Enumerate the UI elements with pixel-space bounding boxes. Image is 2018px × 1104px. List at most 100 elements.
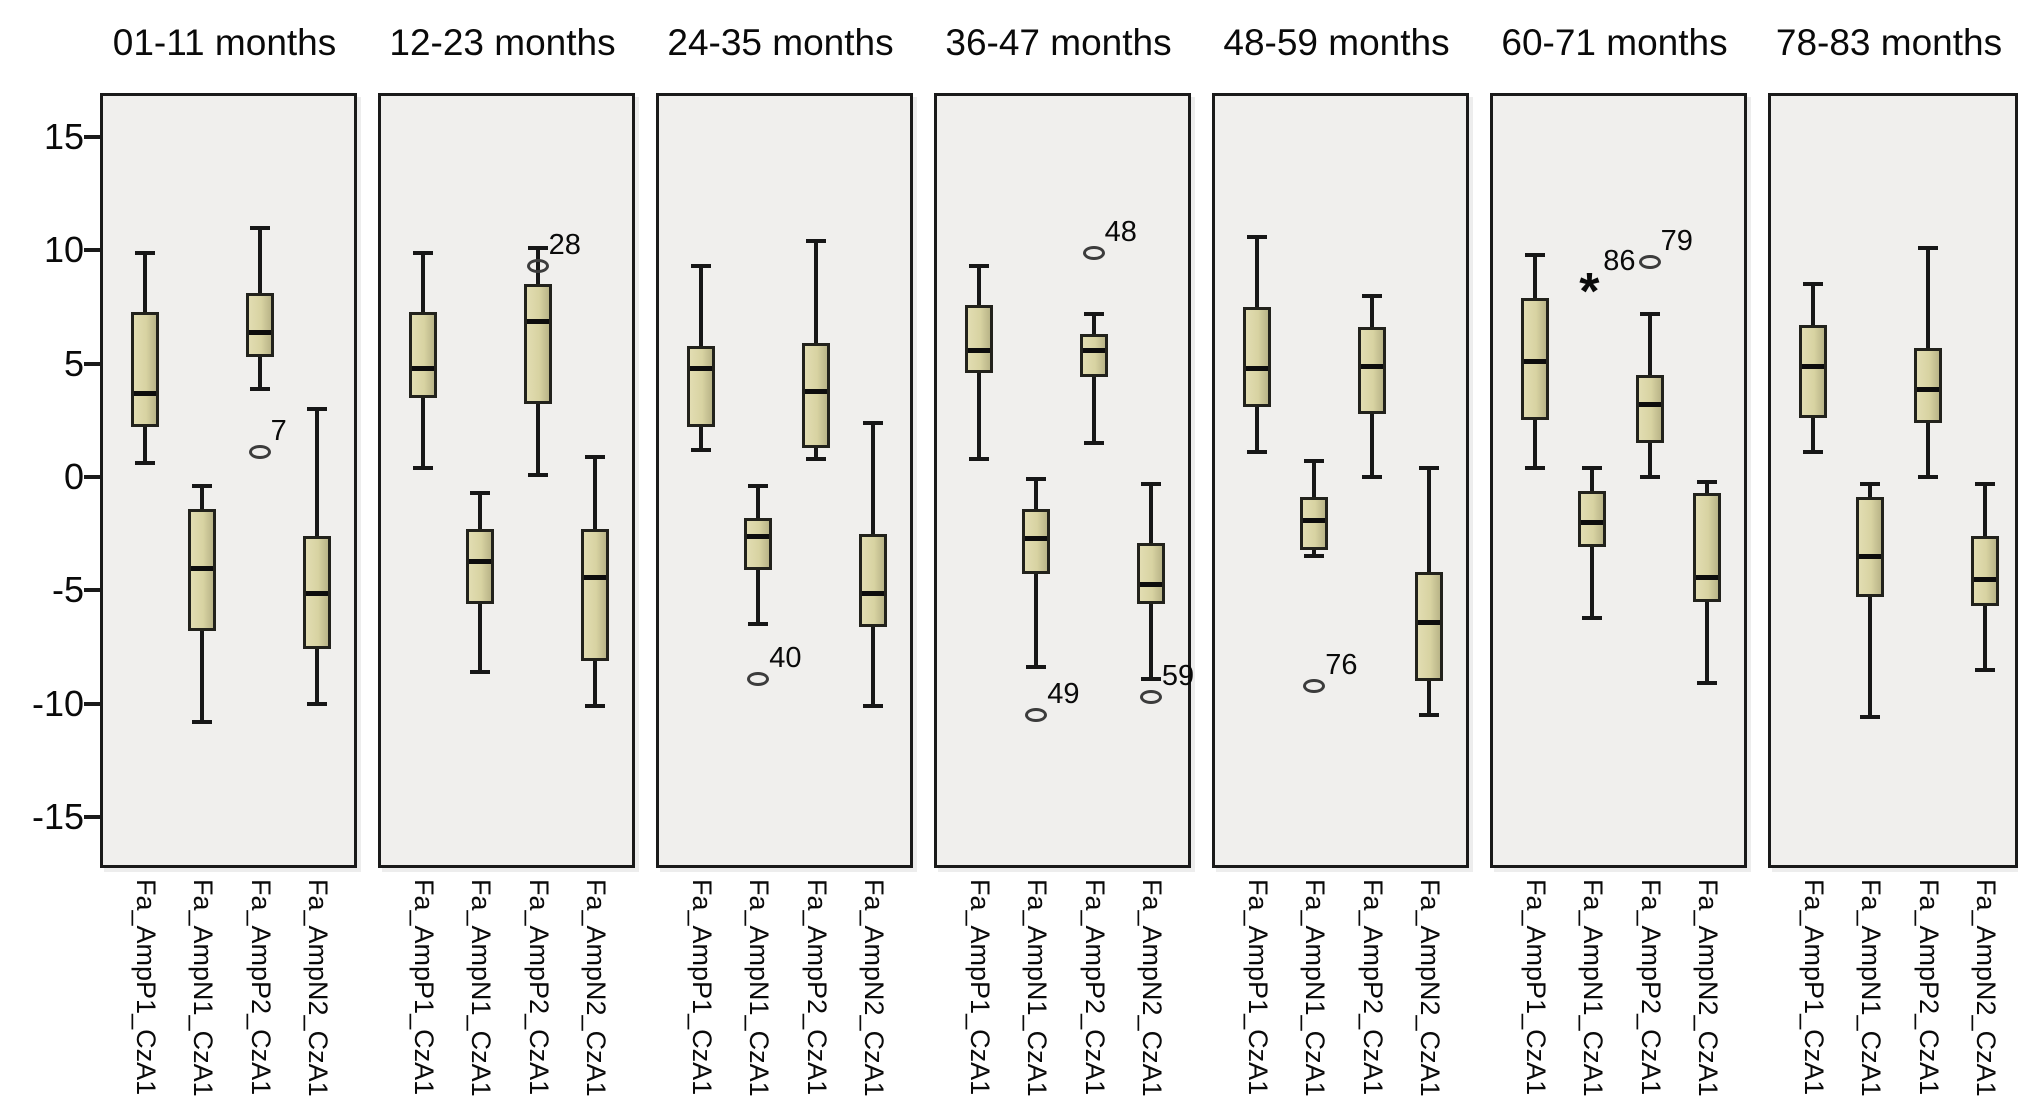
box-body (965, 304, 993, 373)
x-category-label: Fa_AmpN1_CzA1 (744, 879, 775, 1097)
whisker-cap-bottom (1026, 665, 1047, 670)
box-body (131, 311, 159, 428)
whisker-cap-top (1026, 477, 1047, 482)
x-category-label: Fa_AmpP1_CzA1 (409, 879, 439, 1096)
median-line (1638, 402, 1661, 408)
whisker-cap-bottom (1247, 450, 1267, 455)
whisker-cap-bottom (192, 719, 213, 724)
whisker-cap-bottom (1696, 681, 1717, 686)
median-line (1246, 366, 1268, 372)
whisker-cap-top (748, 484, 769, 489)
x-category-label: Fa_AmpN1_CzA1 (1300, 879, 1331, 1097)
median-line (1303, 518, 1326, 524)
box-body (1357, 327, 1386, 414)
outlier-circle (526, 259, 549, 274)
panel-title: 24-35 months (667, 22, 894, 63)
outlier-circle (1025, 708, 1048, 723)
whisker-cap-top (1361, 293, 1382, 298)
y-tick-mark (84, 248, 100, 253)
median-line (1025, 536, 1048, 542)
x-category-label: Fa_AmpP2_CzA1 (1357, 879, 1388, 1096)
x-category-label: Fa_AmpP2_CzA1 (245, 879, 276, 1096)
median-line (804, 388, 827, 394)
outlier-label: 79 (1660, 224, 1693, 257)
x-category-label: Fa_AmpP1_CzA1 (1799, 879, 1829, 1096)
whisker-cap-bottom (1418, 713, 1439, 718)
x-category-label: Fa_AmpP1_CzA1 (965, 879, 995, 1096)
median-line (861, 590, 884, 596)
box-body (466, 529, 495, 604)
median-line (1524, 359, 1546, 365)
x-category-label: Fa_AmpN2_CzA1 (1970, 879, 2001, 1097)
median-line (134, 391, 156, 397)
whisker-cap-bottom (1304, 554, 1325, 559)
plot-panel (1212, 93, 1469, 868)
whisker-cap-top (470, 490, 491, 495)
y-tick-mark (84, 475, 100, 479)
panel-title: 01-11 months (112, 22, 337, 63)
median-line (747, 533, 770, 539)
outlier-circle (1638, 254, 1661, 269)
y-tick-label: 5 (63, 342, 84, 384)
whisker-cap-bottom (135, 461, 155, 466)
box-body (409, 311, 437, 398)
whisker-cap-top (135, 250, 155, 255)
median-line (1916, 386, 1939, 392)
box-body (245, 293, 274, 357)
whisker-cap-top (691, 264, 711, 269)
x-category-label: Fa_AmpP1_CzA1 (1243, 879, 1273, 1096)
median-line (690, 366, 712, 372)
outlier-label: 7 (270, 415, 287, 448)
whisker-cap-top (1974, 481, 1995, 486)
median-line (469, 558, 492, 564)
whisker-cap-top (306, 406, 327, 411)
x-category-label: Fa_AmpN1_CzA1 (188, 879, 219, 1097)
outlier-circle (1303, 678, 1326, 693)
whisker-cap-bottom (969, 456, 989, 461)
whisker-cap-bottom (527, 472, 548, 477)
median-line (1082, 348, 1105, 354)
whisker-cap-bottom (1361, 475, 1382, 479)
outlier-label: 86 (1603, 245, 1636, 278)
whisker-cap-top (805, 239, 826, 244)
median-line (526, 318, 549, 324)
extreme-asterisk: * (1579, 263, 1600, 322)
whisker-cap-top (862, 420, 883, 425)
whisker-cap-bottom (1860, 715, 1881, 720)
median-line (1139, 581, 1162, 587)
box-whisker-stem (1868, 483, 1873, 718)
whisker-cap-bottom (748, 622, 769, 627)
panel-title: 78-83 months (1775, 22, 2003, 63)
whisker-cap-bottom (805, 456, 826, 461)
whisker-cap-top (1247, 234, 1267, 239)
outlier-label: 28 (548, 229, 581, 262)
y-tick-label: -5 (51, 569, 84, 611)
box-body (1578, 490, 1607, 548)
plot-panel (934, 93, 1191, 868)
x-category-label: Fa_AmpP2_CzA1 (801, 879, 832, 1096)
y-tick-mark (84, 588, 100, 593)
x-category-label: Fa_AmpN1_CzA1 (1022, 879, 1053, 1097)
whisker-cap-bottom (1140, 676, 1161, 681)
x-category-label: Fa_AmpN1_CzA1 (466, 879, 497, 1097)
x-category-label: Fa_AmpN2_CzA1 (1136, 879, 1167, 1097)
median-line (1417, 620, 1440, 626)
y-tick-mark (84, 134, 100, 139)
y-tick-label: 15 (43, 115, 84, 157)
box-body (1692, 492, 1721, 602)
whisker-cap-bottom (1582, 615, 1603, 620)
box-body (1243, 306, 1271, 407)
outlier-circle (747, 671, 770, 686)
whisker-cap-bottom (1639, 475, 1660, 479)
x-category-label: Fa_AmpP2_CzA1 (1635, 879, 1666, 1096)
outlier-label: 40 (769, 641, 802, 674)
whisker-cap-top (249, 225, 270, 230)
whisker-cap-top (413, 250, 433, 255)
whisker-cap-top (1083, 311, 1104, 316)
outlier-circle (1139, 689, 1162, 704)
box-body (1635, 374, 1664, 443)
box-body (801, 343, 830, 448)
median-line (412, 366, 434, 372)
outlier-label: 76 (1325, 648, 1358, 681)
